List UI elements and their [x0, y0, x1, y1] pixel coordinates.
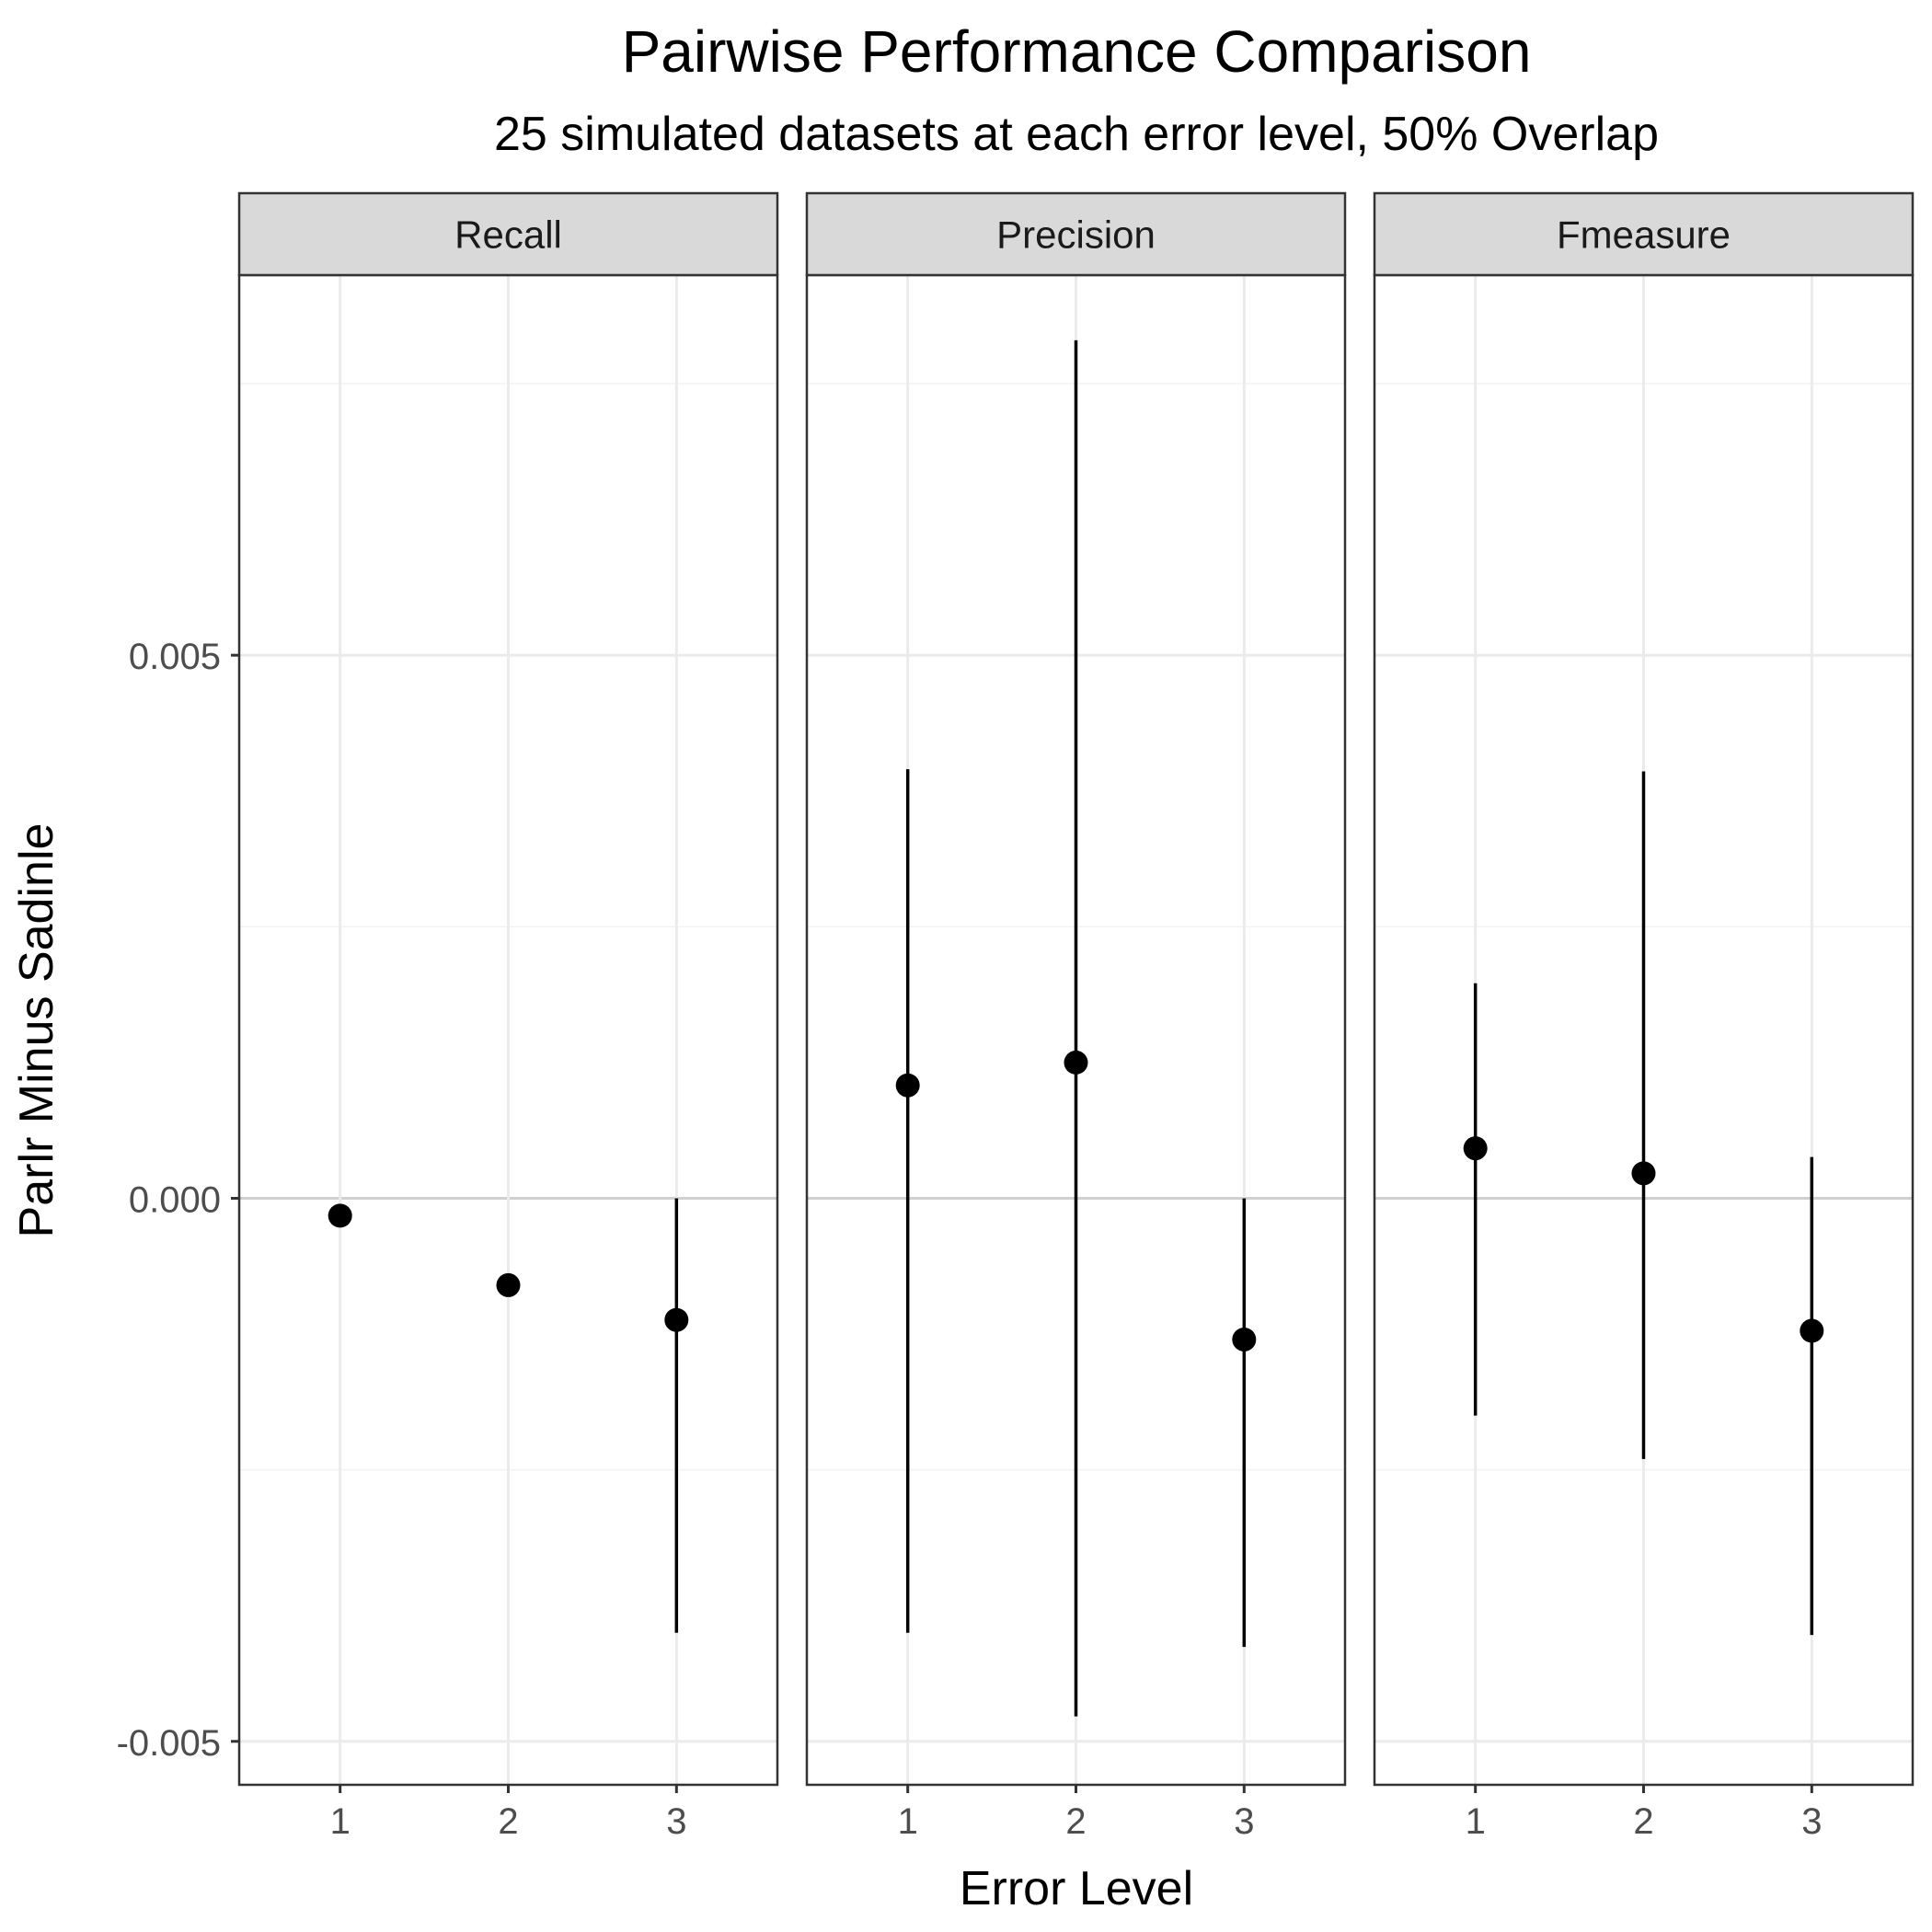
data-point	[1800, 1318, 1824, 1343]
y-tick-label: -0.005	[117, 1723, 221, 1764]
x-tick-label: 3	[1234, 1801, 1254, 1842]
data-point	[328, 1203, 352, 1228]
y-tick-label: 0.005	[129, 637, 221, 677]
x-axis-label: Error Level	[960, 1862, 1193, 1915]
x-tick-label: 3	[1801, 1801, 1822, 1842]
data-point	[664, 1307, 689, 1332]
facet-panel-precision: Precision 1 2 3	[805, 191, 1347, 1842]
facet-strip-label: Precision	[996, 213, 1156, 257]
x-tick-label: 1	[898, 1801, 918, 1842]
facet-panel-fmeasure: Fmeasure 1 2 3	[1373, 191, 1915, 1842]
facet-strip-label: Recall	[454, 213, 562, 257]
facet-strip	[1373, 191, 1915, 277]
data-point	[1232, 1327, 1257, 1351]
chart-subtitle: 25 simulated datasets at each error leve…	[494, 108, 1659, 161]
y-axis-ticks: -0.005 0.000 0.005	[117, 637, 239, 1764]
x-tick-label: 2	[1633, 1801, 1653, 1842]
x-tick-label: 2	[1065, 1801, 1086, 1842]
x-tick-label: 2	[498, 1801, 518, 1842]
data-point	[1631, 1161, 1656, 1186]
facet-strip	[805, 191, 1347, 277]
facet-strip	[237, 191, 779, 277]
facet-panels: Recall 1 2 3 Precision 1 2 3 Fmeasure 1 2 3	[237, 191, 1915, 1842]
y-axis-label: Parlr Minus Sadinle	[10, 823, 63, 1238]
x-tick-label: 1	[1466, 1801, 1486, 1842]
x-tick-label: 1	[330, 1801, 351, 1842]
data-point	[1463, 1136, 1488, 1161]
facet-panel-recall: Recall 1 2 3	[237, 191, 779, 1842]
data-point	[496, 1272, 521, 1297]
facet-strip-label: Fmeasure	[1557, 213, 1731, 257]
x-tick-label: 3	[666, 1801, 686, 1842]
data-point	[895, 1073, 920, 1098]
data-point	[1064, 1050, 1088, 1075]
y-tick-label: 0.000	[129, 1179, 221, 1220]
chart-title: Pairwise Performance Comparison	[622, 18, 1532, 85]
